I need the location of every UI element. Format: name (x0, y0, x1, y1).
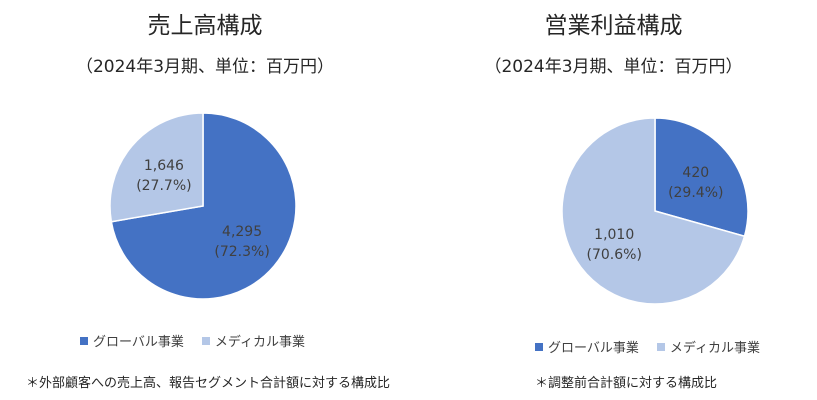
legend-swatch-medical (201, 336, 210, 345)
pie-slice-global (654, 117, 749, 238)
legend-swatch-medical (656, 342, 665, 351)
data-label-percent: (29.4%) (668, 185, 723, 201)
legend-item-medical: メディカル事業 (201, 331, 305, 350)
legend-item-medical: メディカル事業 (656, 337, 760, 356)
data-label-value: 1,010 (594, 227, 634, 243)
chart-footnote: ＊外部顧客への売上高、報告セグメント合計額に対する構成比 (26, 376, 391, 391)
legend-label-global: グローバル事業 (93, 335, 184, 350)
chart-legend: グローバル事業 メディカル事業 (80, 331, 305, 350)
data-label-percent: (72.3%) (214, 244, 269, 260)
legend-swatch-global (80, 336, 88, 345)
chart-title: 売上高構成 (147, 13, 263, 39)
data-label-percent: (27.7%) (136, 178, 191, 194)
legend-item-global: グローバル事業 (535, 337, 639, 356)
pie-slice-medical (561, 117, 746, 305)
legend-swatch-global (535, 342, 543, 351)
chart-subtitle: （2024年3月期、単位：百万円） (75, 57, 335, 77)
data-label-percent: (70.6%) (587, 247, 642, 263)
legend-label-medical: メディカル事業 (214, 335, 305, 350)
data-label-value: 420 (682, 165, 709, 181)
operating-profit-pie-chart: 420 (29.4%) 1,010 (70.6%) (561, 117, 749, 305)
legend-label-global: グローバル事業 (548, 341, 639, 356)
sales-composition-panel: 売上高構成 （2024年3月期、単位：百万円） 4,295 (72.3%) 1,64… (26, 13, 391, 391)
chart-footnote: ＊調整前合計額に対する構成比 (535, 376, 718, 391)
data-label-value: 1,646 (144, 158, 184, 174)
legend-item-global: グローバル事業 (80, 331, 184, 350)
data-label-value: 4,295 (222, 224, 262, 240)
pie-slice-medical (109, 112, 204, 223)
chart-legend: グローバル事業 メディカル事業 (535, 337, 760, 356)
legend-label-medical: メディカル事業 (669, 341, 760, 356)
operating-profit-composition-panel: 営業利益構成 （2024年3月期、単位：百万円） 420 (29.4%) 1,010… (410, 0, 817, 400)
sales-pie-chart: 4,295 (72.3%) 1,646 (27.7%) (109, 112, 297, 300)
chart-subtitle: （2024年3月期、単位：百万円） (484, 57, 743, 77)
chart-title: 営業利益構成 (544, 13, 683, 39)
